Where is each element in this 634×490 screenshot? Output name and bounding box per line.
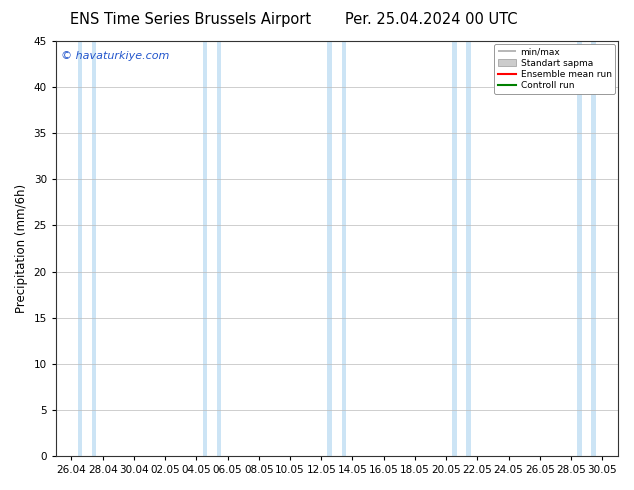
Y-axis label: Precipitation (mm/6h): Precipitation (mm/6h) (15, 184, 28, 313)
Bar (92, 41, 96, 456)
Text: Per. 25.04.2024 00 UTC: Per. 25.04.2024 00 UTC (345, 12, 517, 27)
Text: © havaturkiye.com: © havaturkiye.com (61, 51, 170, 61)
Bar (592, 41, 596, 456)
Bar (467, 41, 471, 456)
Bar (342, 41, 346, 456)
Bar (452, 41, 457, 456)
Legend: min/max, Standart sapma, Ensemble mean run, Controll run: min/max, Standart sapma, Ensemble mean r… (495, 44, 615, 94)
Bar (78, 41, 82, 456)
Bar (577, 41, 582, 456)
Bar (328, 41, 332, 456)
Bar (203, 41, 207, 456)
Text: ENS Time Series Brussels Airport: ENS Time Series Brussels Airport (70, 12, 311, 27)
Bar (217, 41, 221, 456)
